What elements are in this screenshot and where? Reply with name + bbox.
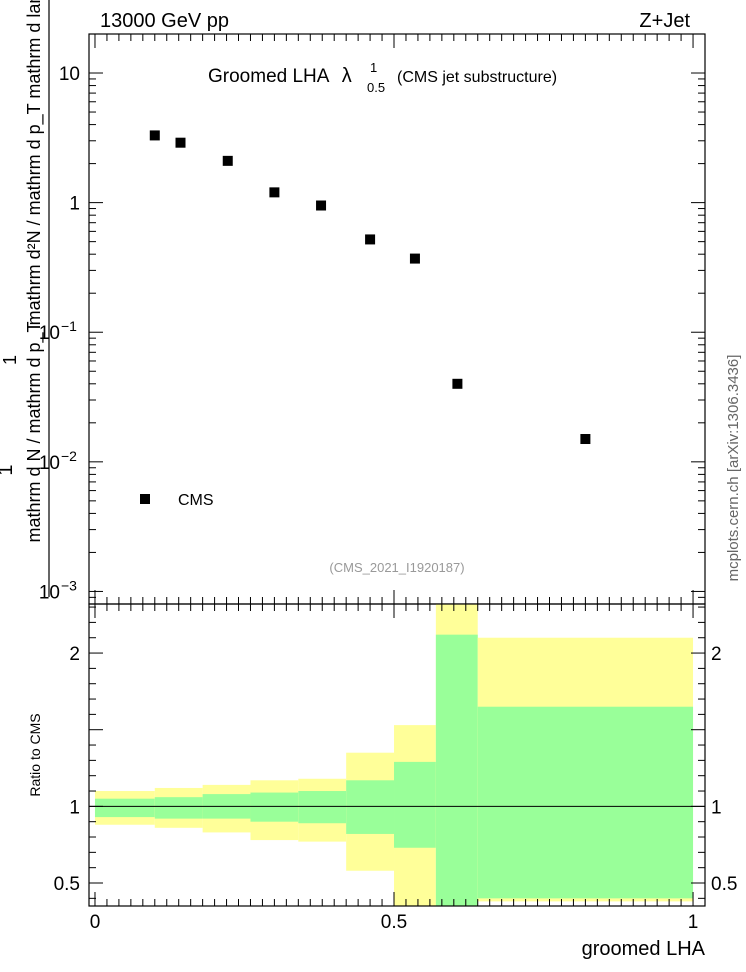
data-point <box>149 130 160 141</box>
y-label-prefix-group: 1 <box>0 464 17 475</box>
y-label-denominator: mathrm d N / mathrm d p_T <box>24 321 45 542</box>
plot-title: Groomed LHA λ <box>208 65 352 87</box>
ratio-band-inner <box>298 791 347 824</box>
ratio-y-label: Ratio to CMS <box>27 713 43 796</box>
ratio-y-tick-label-left: 1 <box>69 797 80 818</box>
main-y-tick-exponent: −2 <box>61 448 77 464</box>
header-right: Z+Jet <box>639 10 690 32</box>
ratio-band-inner <box>394 761 436 848</box>
ratio-band-inner <box>346 780 395 834</box>
data-point <box>365 234 376 245</box>
main-y-tick-label: 1 <box>69 194 80 215</box>
ratio-band-inner <box>94 798 155 818</box>
x-tick-label: 1 <box>688 912 699 933</box>
y-label-fraction: mathrm d²N / mathrm d p_T mathrm d lambd… <box>24 0 50 597</box>
main-plot-frame <box>88 33 706 605</box>
ratio-band-inner <box>250 792 299 822</box>
data-points <box>149 130 591 445</box>
plot-title-main: Groomed LHA <box>208 66 330 87</box>
plot-title-sup: 1 <box>370 60 377 75</box>
legend-marker <box>140 494 150 504</box>
data-point <box>409 253 420 264</box>
header-left: 13000 GeV pp <box>100 10 229 32</box>
ratio-y-tick-label-left: 2 <box>69 644 80 665</box>
ratio-band-inner <box>477 706 694 899</box>
data-point <box>316 200 327 211</box>
ratio-axis-ticks <box>89 604 706 906</box>
y-label-prefix: 1 <box>0 355 20 365</box>
ratio-y-tick-label-right: 1 <box>711 797 722 818</box>
ratio-band-inner <box>435 634 478 906</box>
plot-title-symbol: λ <box>342 65 352 87</box>
main-axis-ticks <box>89 33 705 605</box>
plot-title-sub: 0.5 <box>367 80 385 95</box>
data-point <box>452 378 463 389</box>
ratio-plot-frame <box>88 603 706 907</box>
ratio-bands <box>94 604 694 906</box>
ratio-y-tick-label-right: 0.5 <box>711 874 737 895</box>
watermark-group: mcplots.cern.ch [arXiv:1306.3436] <box>725 355 742 582</box>
x-tick-label: 0.5 <box>381 912 407 933</box>
ratio-tick-labels: 0.5 0.5 1 1 2 2 0 0.5 1 <box>54 644 738 933</box>
legend-label: CMS <box>178 492 214 509</box>
main-y-tick-exponent: −1 <box>61 318 77 334</box>
data-point <box>580 434 591 445</box>
ratio-y-tick-label-right: 2 <box>711 644 722 665</box>
plot-title-suffix: (CMS jet substructure) <box>397 69 557 86</box>
x-tick-label: 0 <box>90 912 101 933</box>
ratio-band-inner <box>154 797 203 819</box>
data-point <box>269 187 280 198</box>
main-y-tick-exponent: −3 <box>61 577 77 593</box>
y-label-numerator: mathrm d²N / mathrm d p_T mathrm d lambd… <box>24 0 45 325</box>
ratio-y-tick-label-left: 0.5 <box>54 874 80 895</box>
watermark: mcplots.cern.ch [arXiv:1306.3436] <box>725 355 742 582</box>
x-axis-label: groomed LHA <box>582 938 706 960</box>
main-y-tick-label: 10 <box>59 64 80 85</box>
main-y-axis-label: 1 <box>0 355 20 365</box>
ratio-y-label-group: Ratio to CMS <box>27 713 43 796</box>
data-point <box>175 137 186 148</box>
analysis-id: (CMS_2021_I1920187) <box>329 560 464 575</box>
y-label-one: 1 <box>0 464 17 475</box>
data-point <box>222 155 233 166</box>
